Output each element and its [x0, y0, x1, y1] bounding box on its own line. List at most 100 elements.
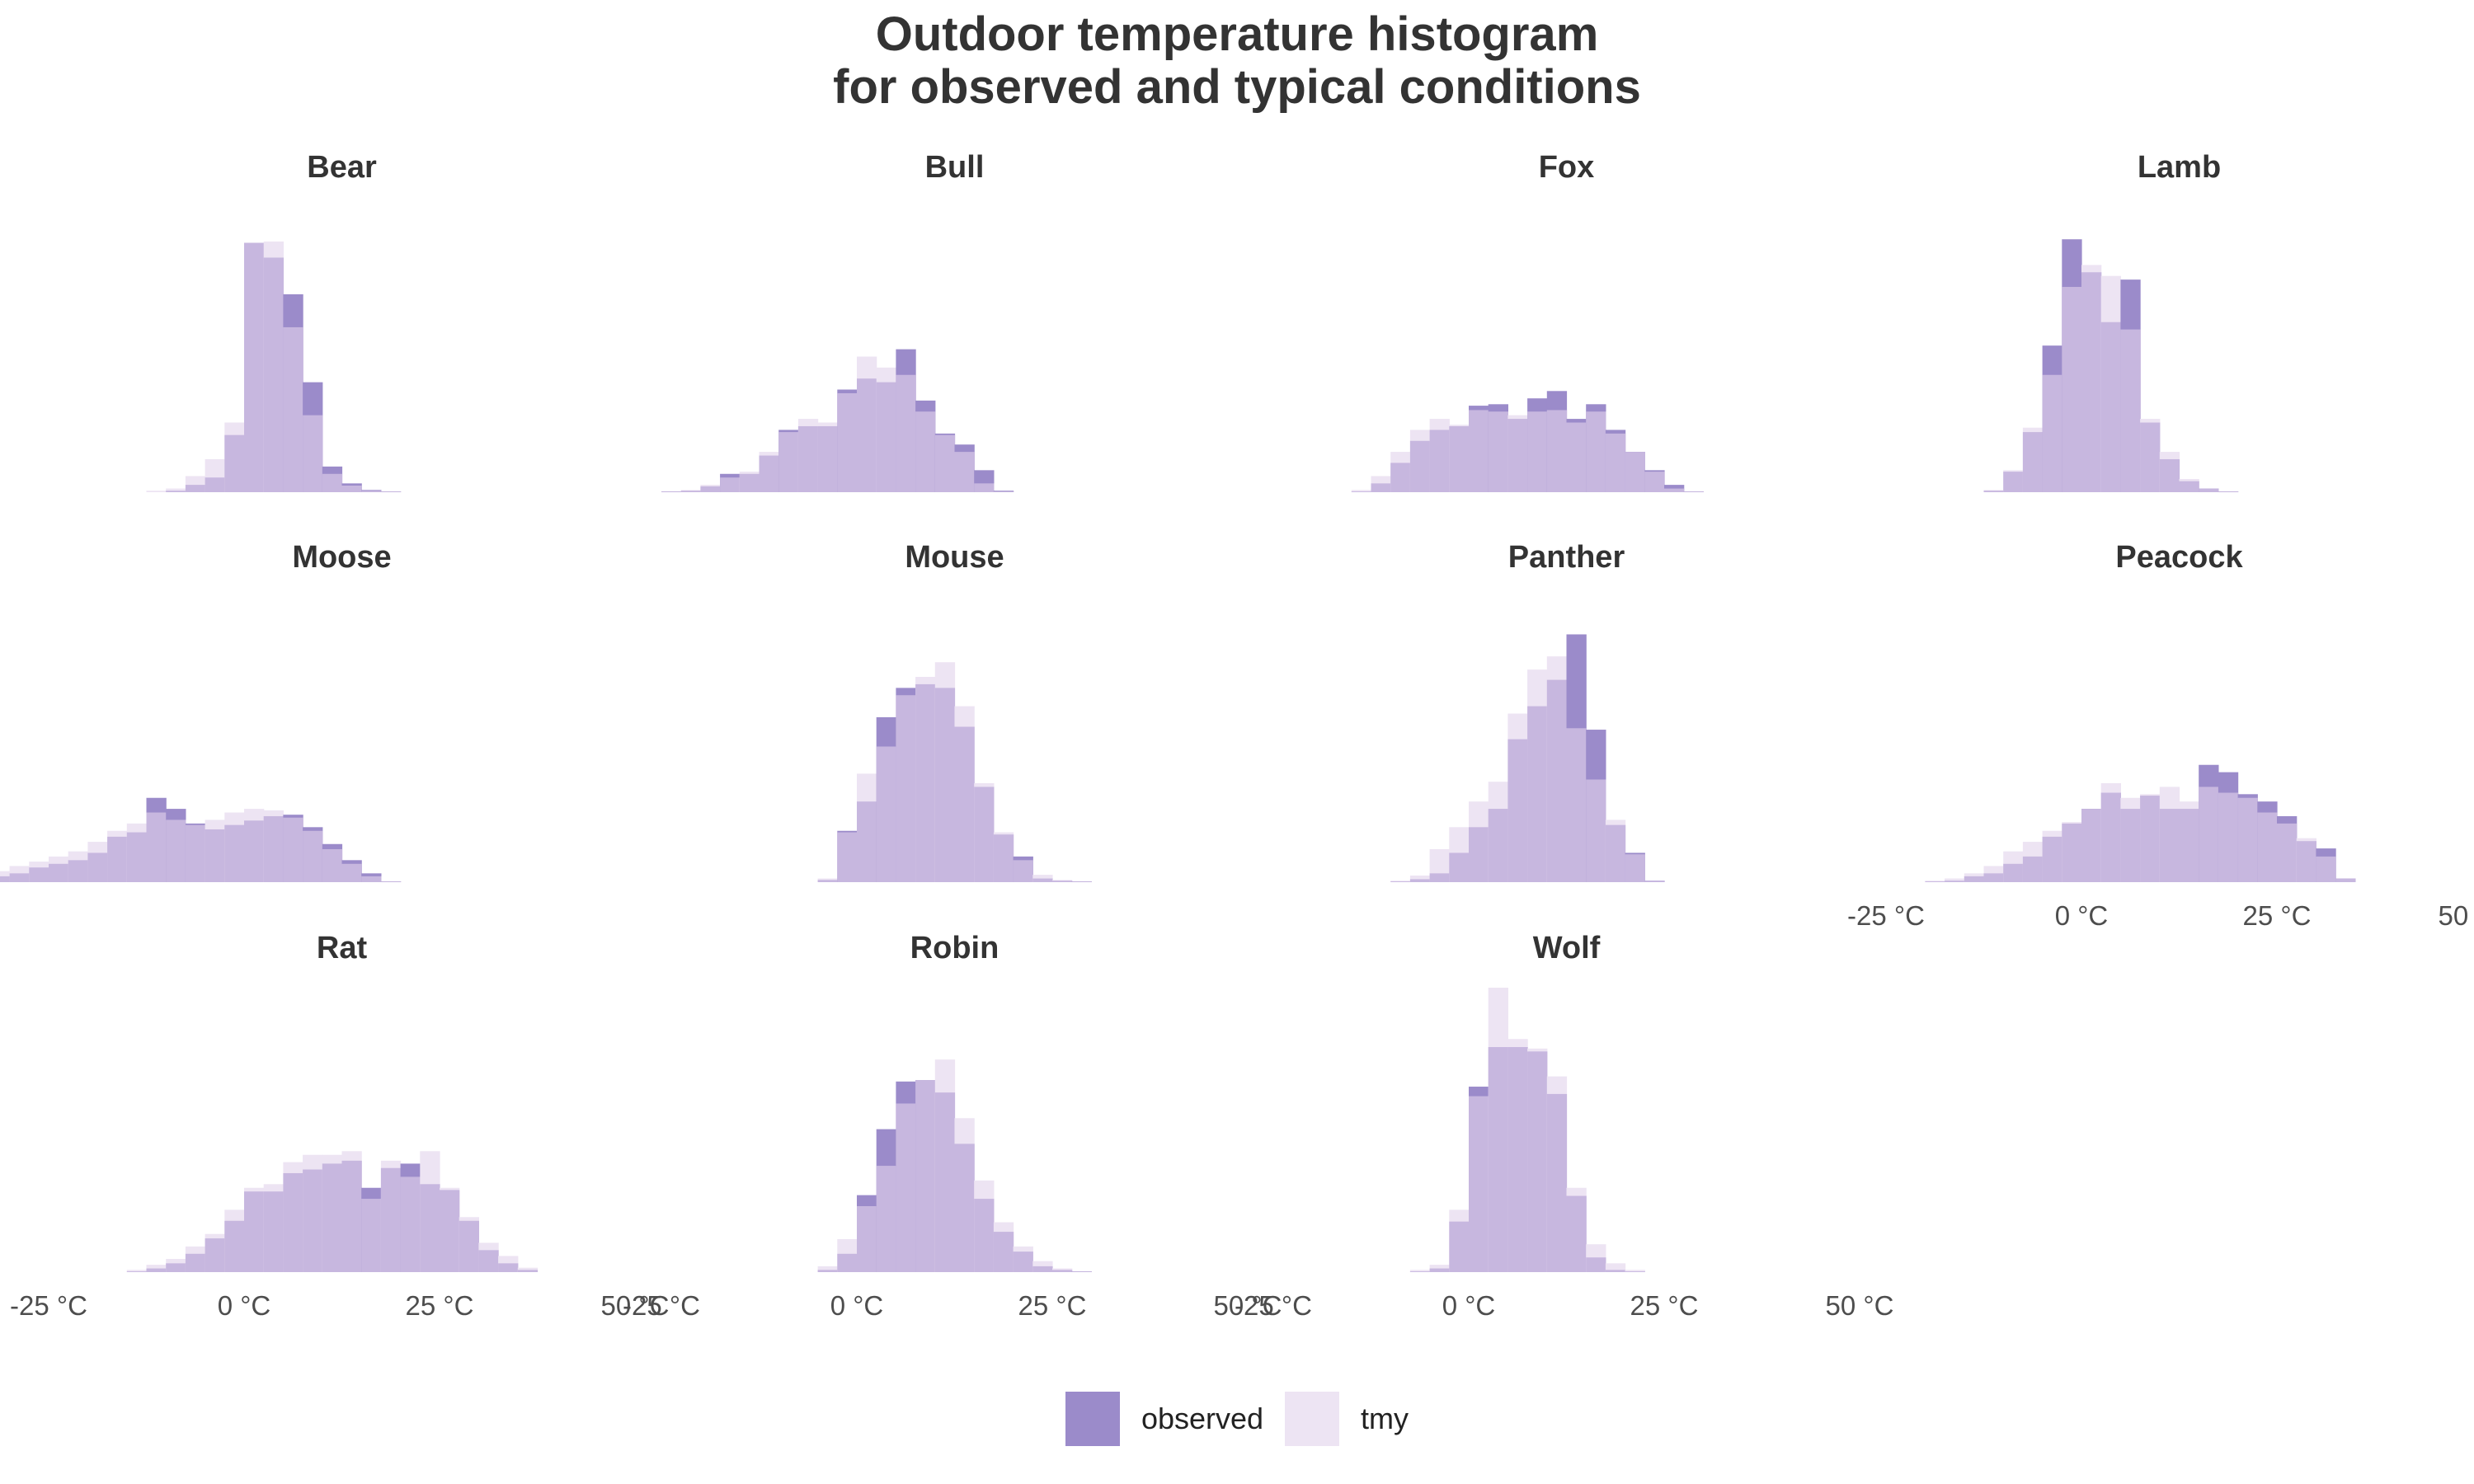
bar-panther-overlap — [1605, 824, 1626, 882]
bar-robin-overlap — [876, 1166, 896, 1272]
bar-bull-overlap — [720, 477, 741, 492]
bar-rat-overlap — [361, 1199, 382, 1272]
bar-bull-overlap — [896, 374, 916, 492]
bar-moose-overlap — [244, 820, 265, 882]
bar-lamb-overlap — [2003, 472, 2024, 492]
bar-lamb-overlap — [2100, 322, 2121, 492]
bar-fox-overlap — [1390, 463, 1411, 492]
bar-robin-overlap — [954, 1144, 975, 1272]
bar-fox-overlap — [1351, 491, 1372, 492]
bar-lamb-overlap — [2140, 422, 2161, 492]
facet-title-mouse: Mouse — [905, 540, 1004, 575]
bar-rat-overlap — [303, 1169, 323, 1272]
bar-fox-tmy — [1351, 490, 1372, 492]
bar-fox-overlap — [1488, 411, 1508, 492]
bar-moose-overlap — [263, 815, 284, 882]
bar-bear-overlap — [205, 477, 225, 492]
bar-robin-overlap — [974, 1199, 995, 1272]
bar-wolf-overlap — [1507, 1047, 1528, 1272]
bar-fox-overlap — [1605, 433, 1626, 492]
facet-title-lamb: Lamb — [2138, 150, 2221, 185]
bar-bull-overlap — [857, 378, 877, 492]
bar-fox-overlap — [1527, 411, 1548, 492]
bar-rat-tmy — [126, 1270, 148, 1272]
bar-rat-overlap — [244, 1191, 265, 1272]
bar-bull-overlap — [934, 434, 956, 492]
bar-wolf-overlap — [1429, 1268, 1450, 1272]
bar-panther-overlap — [1625, 854, 1645, 882]
legend-swatch-tmy — [1285, 1392, 1340, 1446]
bar-rat-overlap — [185, 1253, 206, 1272]
bar-rat-overlap — [440, 1190, 460, 1272]
bar-wolf-tmy — [1605, 1263, 1626, 1272]
x-tick-label-robin: 25 °C — [1018, 1290, 1087, 1321]
bar-robin-overlap — [1052, 1270, 1073, 1272]
bar-robin-overlap — [817, 1270, 838, 1272]
bar-wolf-overlap — [1566, 1195, 1587, 1272]
bar-bear-overlap — [283, 326, 303, 492]
bar-bear-overlap — [185, 485, 206, 492]
x-tick-label-robin: -25 °C — [623, 1290, 700, 1321]
bar-rat-overlap — [459, 1220, 479, 1272]
bar-peacock-overlap — [2062, 823, 2082, 882]
bar-moose-overlap — [380, 881, 402, 882]
bar-peacock-overlap — [2277, 823, 2298, 882]
bar-lamb-overlap — [2042, 374, 2062, 492]
x-tick-label-wolf: 25 °C — [1630, 1290, 1699, 1321]
bar-moose-overlap — [29, 867, 49, 882]
bar-peacock-overlap — [2140, 796, 2161, 882]
bar-lamb-overlap — [1983, 491, 2004, 492]
chart-title: Outdoor temperature histogram for observ… — [0, 8, 2474, 114]
bar-rat-overlap — [205, 1238, 225, 1272]
bar-moose-overlap — [322, 848, 343, 882]
legend-label-tmy: tmy — [1361, 1402, 1409, 1435]
bar-wolf-overlap — [1605, 1270, 1626, 1272]
bar-moose-overlap — [224, 824, 245, 882]
legend-item-observed: observed — [1065, 1392, 1263, 1446]
bar-bear-overlap — [263, 257, 284, 492]
bar-wolf-overlap — [1469, 1096, 1489, 1272]
bar-bear-overlap — [380, 491, 402, 492]
x-tick-label-wolf: 50 °C — [1826, 1290, 1894, 1321]
bar-robin-overlap — [1032, 1266, 1053, 1272]
bar-peacock-overlap — [2218, 792, 2239, 882]
bar-panther-overlap — [1390, 881, 1411, 882]
bar-peacock-overlap — [2022, 856, 2044, 882]
bar-bear-overlap — [341, 485, 362, 492]
bar-wolf-overlap — [1527, 1051, 1548, 1272]
facet-title-bull: Bull — [925, 150, 985, 185]
bar-panther-overlap — [1566, 728, 1587, 882]
bar-mouse-overlap — [934, 688, 956, 882]
bar-moose-overlap — [361, 876, 382, 882]
bar-rat-overlap — [420, 1184, 440, 1272]
bar-lamb-overlap — [2218, 491, 2239, 492]
legend-swatch-observed — [1065, 1392, 1120, 1446]
bar-bear-overlap — [322, 473, 343, 492]
bar-mouse-overlap — [817, 880, 838, 882]
x-tick-label-robin: 0 °C — [830, 1290, 884, 1321]
bar-robin-overlap — [1071, 1271, 1092, 1272]
bar-wolf-tmy — [1625, 1270, 1645, 1272]
bar-peacock-overlap — [2199, 787, 2219, 882]
x-tick-label-wolf: 0 °C — [1442, 1290, 1496, 1321]
bar-mouse-overlap — [993, 834, 1014, 882]
facet-title-moose: Moose — [292, 540, 391, 575]
bar-fox-overlap — [1409, 440, 1431, 492]
bar-lamb-overlap — [2062, 287, 2082, 492]
bar-fox-overlap — [1625, 452, 1645, 492]
bar-moose-overlap — [303, 830, 323, 882]
bar-rat-overlap — [263, 1191, 284, 1272]
x-tick-label-peacock: 0 °C — [2055, 900, 2109, 931]
legend: observed tmy — [0, 1390, 2474, 1448]
bar-fox-overlap — [1683, 491, 1704, 492]
bar-bull-overlap — [739, 473, 760, 492]
bar-mouse-overlap — [1071, 881, 1092, 882]
bar-lamb-overlap — [2022, 432, 2044, 492]
bar-bull-overlap — [797, 425, 819, 492]
bar-moose-overlap — [0, 876, 11, 882]
bar-lamb-overlap — [2120, 329, 2141, 492]
bar-rat-overlap — [126, 1271, 148, 1272]
bar-moose-overlap — [166, 819, 186, 882]
x-tick-label-rat: 0 °C — [218, 1290, 271, 1321]
